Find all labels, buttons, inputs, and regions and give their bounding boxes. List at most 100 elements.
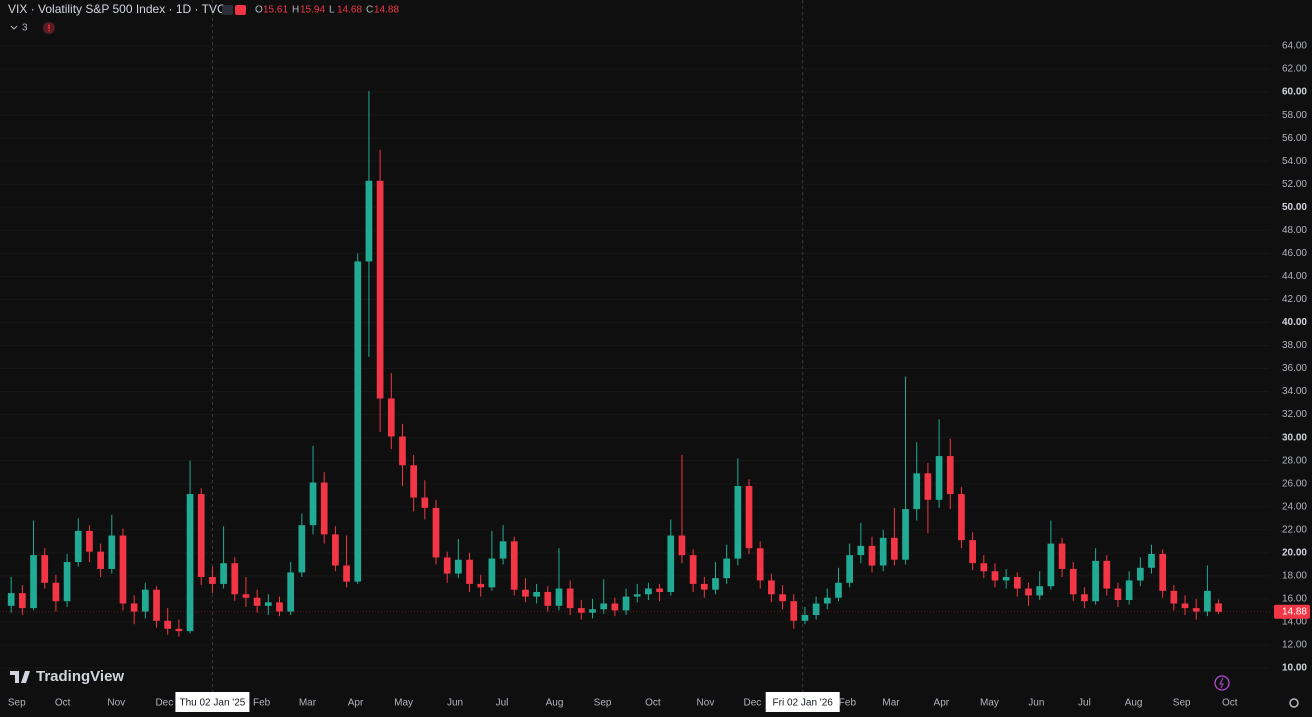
x-tick-label: Dec (743, 698, 761, 709)
candle-body (622, 596, 630, 611)
alert-mark (48, 24, 50, 29)
candle-body (387, 398, 395, 437)
x-tick-label: Feb (839, 698, 857, 709)
candle-body (891, 537, 898, 560)
candle-body (499, 541, 507, 559)
x-tick-label: Jun (447, 698, 463, 709)
candle-body (477, 583, 485, 588)
y-tick-label: 48.00 (1282, 225, 1307, 236)
last-price-badge (1274, 604, 1310, 619)
y-tick-label: 52.00 (1282, 179, 1307, 190)
watermark: TradingView (36, 668, 124, 685)
candle-body (119, 535, 127, 604)
x-tick-label: Sep (1173, 698, 1191, 709)
candle-body (19, 593, 26, 609)
ohlc-legend: O 15.61 H 15.94 L 14.68 C 14.88 (255, 5, 399, 16)
candle-body (1192, 608, 1200, 612)
candle-body (589, 609, 596, 613)
candle-body (544, 591, 552, 606)
candle-body (857, 545, 865, 556)
y-tick-label: 58.00 (1282, 110, 1307, 121)
candle-body (980, 563, 988, 572)
candle-body (376, 180, 384, 399)
chevron[interactable] (10, 25, 18, 30)
date-badge (765, 692, 840, 712)
x-tick-label: Dec (155, 698, 173, 709)
candle-body (86, 530, 93, 552)
candle-body (97, 551, 104, 569)
candle-body (1170, 590, 1178, 604)
candle-body (1002, 577, 1010, 581)
candle-body (522, 589, 529, 597)
candle-body (343, 565, 350, 582)
candle-body (1136, 567, 1144, 581)
x-tick-label: Jul (1078, 698, 1091, 709)
indicators-toggle[interactable]: 3 (22, 23, 28, 34)
y-tick-label: 64.00 (1282, 41, 1307, 52)
candle-body (455, 559, 462, 574)
candle-body (197, 494, 205, 578)
candle-body (242, 594, 250, 598)
y-tick-label: 36.00 (1282, 363, 1307, 374)
candle-body (175, 628, 183, 632)
ohlc-key: H (292, 5, 299, 16)
candle-body (1081, 594, 1088, 602)
y-tick-label: 44.00 (1282, 271, 1307, 282)
x-tick-label: Nov (107, 698, 125, 709)
candle-body (779, 594, 786, 602)
candle-body (41, 555, 49, 583)
candle-body (410, 465, 417, 498)
date-badge (175, 692, 250, 712)
y-tick-label: 14.00 (1282, 617, 1307, 628)
candle-body (600, 603, 608, 610)
candle-body (130, 603, 138, 612)
x-tick-label: Thu 02 Jan '25 (179, 698, 245, 709)
last-price-label: 14.88 (1282, 606, 1307, 617)
candle-body (30, 555, 37, 609)
candle-body (846, 555, 854, 583)
y-tick-label: 56.00 (1282, 133, 1307, 144)
candle-body (141, 589, 149, 612)
y-tick-label: 54.00 (1282, 156, 1307, 167)
candles (7, 90, 1222, 637)
alert-mark (48, 30, 50, 32)
ohlc-value: 14.88 (374, 5, 399, 16)
candle-body (812, 603, 820, 616)
settings-icon[interactable] (1289, 698, 1299, 708)
y-tick-label: 30.00 (1282, 432, 1307, 443)
candle-body (1013, 577, 1021, 589)
candle-body (756, 548, 764, 581)
x-tick-label: Sep (8, 698, 26, 709)
y-tick-label: 40.00 (1282, 317, 1307, 328)
candle-body (566, 588, 574, 609)
y-tick-label: 16.00 (1282, 594, 1307, 605)
x-tick-label: Sep (594, 698, 612, 709)
y-tick-label: 34.00 (1282, 386, 1307, 397)
candle-body (835, 582, 842, 598)
x-tick-label: Apr (934, 698, 950, 709)
candle-body (969, 540, 976, 564)
candle-body (1058, 543, 1066, 569)
y-tick-label: 50.00 (1282, 202, 1307, 213)
x-tick-label: Mar (882, 698, 900, 709)
candle-body (1114, 588, 1122, 601)
axes: 10.00 12.00 14.00 16.00 18.00 20.00 22.00 24.00… (0, 41, 1310, 712)
candle-body (365, 180, 373, 262)
x-tick-label: Fri 02 Jan '26 (773, 698, 834, 709)
ohlc-key: C (366, 5, 373, 16)
candle-body (577, 608, 585, 613)
y-tick-label: 12.00 (1282, 640, 1307, 651)
candle-body (1148, 553, 1155, 568)
y-tick-label: 22.00 (1282, 524, 1307, 535)
x-tick-label: Aug (546, 698, 564, 709)
lightning-icon[interactable] (1214, 675, 1230, 691)
x-tick-label: May (394, 698, 413, 709)
candle-body (768, 580, 775, 595)
candle-body (164, 620, 172, 629)
candle-body (935, 456, 943, 500)
ohlc-key: L (329, 5, 335, 16)
candle-body (298, 525, 306, 573)
candle-body (1025, 588, 1032, 596)
candle-body (63, 562, 71, 602)
